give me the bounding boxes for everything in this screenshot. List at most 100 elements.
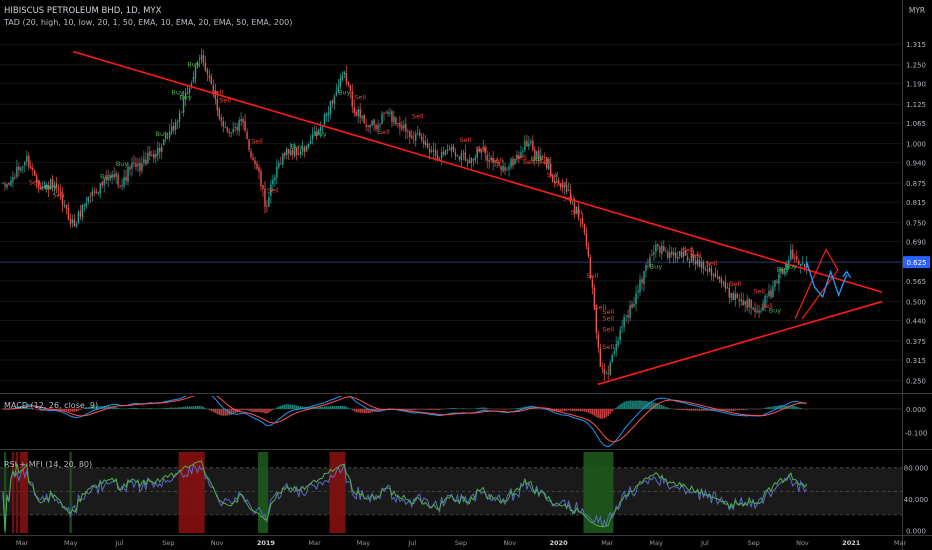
sell-signal-label: Sell (37, 183, 49, 191)
macd-histogram-bar (24, 407, 26, 409)
candle-body (222, 121, 224, 127)
macd-histogram-bar (339, 405, 342, 409)
candle-body (686, 256, 689, 260)
candle-body (155, 154, 157, 158)
rsi-extreme-column (341, 452, 344, 533)
buy-signal-label: Buy (44, 183, 57, 191)
candle-body (680, 251, 683, 258)
candle-body (536, 151, 538, 159)
candle-body (220, 117, 222, 121)
candle-body (426, 143, 429, 148)
rsi-extreme-column (11, 452, 15, 533)
macd-histogram-bar (129, 408, 131, 409)
time-tick-label: 2020 (550, 539, 569, 547)
candle-body (724, 281, 727, 289)
macd-histogram-bar (202, 406, 205, 409)
macd-histogram-bar (418, 408, 421, 410)
candle-body (748, 298, 750, 307)
candle-body (553, 180, 556, 183)
candle-body (417, 132, 419, 134)
macd-histogram-bar (623, 401, 625, 409)
macd-histogram-bar (83, 408, 86, 409)
macd-histogram-bar (575, 408, 578, 411)
macd-histogram-bar (619, 404, 621, 409)
candle-body (569, 190, 572, 204)
candle-body (605, 372, 607, 374)
candle-body (198, 59, 201, 61)
macd-histogram-bar (147, 408, 149, 409)
candle-body (585, 232, 588, 246)
macd-histogram-bar (156, 408, 159, 409)
macd-histogram-bar (686, 408, 689, 411)
candle-body (718, 276, 721, 280)
candle-body (444, 150, 447, 156)
candle-body (345, 73, 347, 83)
candle-body (434, 150, 437, 156)
candle-body (730, 292, 732, 299)
rsi-extreme-column (605, 452, 608, 533)
macd-histogram-bar (579, 408, 582, 412)
macd-histogram-bar (238, 408, 240, 412)
candle-body (542, 156, 544, 157)
rsi-extreme-column (583, 452, 586, 533)
macd-histogram-bar (448, 408, 451, 409)
macd-histogram-bar (377, 408, 379, 412)
candle-body (117, 174, 119, 186)
candle-body (424, 142, 427, 146)
candle-body (53, 184, 56, 189)
macd-histogram-bar (200, 406, 203, 409)
candle-body (299, 151, 302, 155)
macd-histogram-bar (597, 408, 600, 418)
candle-body (6, 184, 8, 188)
candle-body (438, 159, 441, 161)
candle-body (278, 163, 280, 168)
macd-histogram-bar (244, 408, 246, 411)
macd-histogram-bar (149, 408, 151, 409)
candle-body (468, 160, 471, 164)
candle-body (401, 125, 403, 130)
macd-histogram-bar (430, 408, 433, 411)
macd-histogram-bar (39, 408, 42, 411)
macd-histogram-bar (414, 408, 417, 410)
candle-body (655, 244, 657, 252)
sell-signal-label: Sell (602, 308, 614, 316)
macd-histogram-bar (438, 408, 441, 411)
time-tick-label: May (64, 539, 78, 547)
candle-body (720, 278, 723, 284)
macd-histogram-bar (190, 406, 193, 409)
candle-body (405, 123, 407, 132)
candle-body (579, 218, 582, 220)
candle-body (722, 282, 725, 284)
time-tick-label: May (357, 539, 371, 547)
candle-body (216, 98, 219, 111)
sell-signal-label: Sell (412, 112, 424, 120)
candle-body (248, 139, 250, 150)
candle-body (476, 149, 478, 158)
candle-body (103, 178, 105, 185)
macd-histogram-bar (407, 408, 409, 410)
macd-histogram-bar (55, 408, 58, 410)
candle-body (91, 191, 93, 197)
sell-signal-label: Sell (602, 343, 614, 351)
macd-histogram-bar (276, 407, 278, 409)
candle-body (161, 146, 163, 152)
candle-body (508, 166, 510, 170)
candle-body (750, 299, 752, 309)
candle-body (732, 293, 734, 301)
candle-body (500, 166, 502, 170)
candle-body (145, 159, 147, 165)
macd-histogram-bar (784, 405, 786, 409)
candle-body (397, 123, 399, 125)
macd-histogram-bar (180, 407, 183, 409)
candle-body (174, 122, 177, 130)
macd-histogram-bar (668, 408, 671, 409)
candle-body (313, 132, 316, 134)
time-tick-label: May (649, 539, 663, 547)
macd-histogram-bar (536, 408, 538, 409)
macd-histogram-bar (788, 405, 790, 409)
candle-body (49, 179, 52, 189)
price-gridlines (0, 43, 902, 382)
candle-body (430, 151, 433, 153)
